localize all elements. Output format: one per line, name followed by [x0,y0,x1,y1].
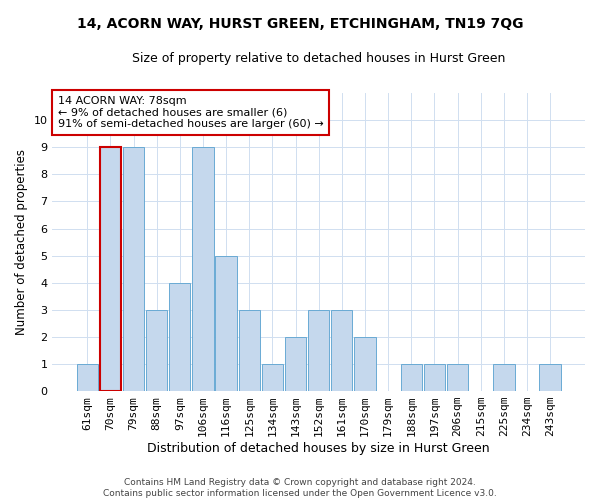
Bar [331,310,352,391]
Bar [355,337,376,391]
Bar [239,310,260,391]
Bar [77,364,98,391]
Bar [308,310,329,391]
Bar [262,364,283,391]
Bar [539,364,561,391]
Bar [447,364,468,391]
Bar [169,282,190,391]
Bar [123,147,144,391]
Bar [401,364,422,391]
Bar [424,364,445,391]
Bar [215,256,237,391]
Title: Size of property relative to detached houses in Hurst Green: Size of property relative to detached ho… [132,52,505,66]
Bar [100,147,121,391]
Text: 14 ACORN WAY: 78sqm
← 9% of detached houses are smaller (6)
91% of semi-detached: 14 ACORN WAY: 78sqm ← 9% of detached hou… [58,96,323,129]
Text: Contains HM Land Registry data © Crown copyright and database right 2024.
Contai: Contains HM Land Registry data © Crown c… [103,478,497,498]
Bar [100,147,121,391]
X-axis label: Distribution of detached houses by size in Hurst Green: Distribution of detached houses by size … [148,442,490,455]
Bar [193,147,214,391]
Bar [285,337,306,391]
Bar [493,364,515,391]
Bar [146,310,167,391]
Text: 14, ACORN WAY, HURST GREEN, ETCHINGHAM, TN19 7QG: 14, ACORN WAY, HURST GREEN, ETCHINGHAM, … [77,18,523,32]
Y-axis label: Number of detached properties: Number of detached properties [15,149,28,335]
